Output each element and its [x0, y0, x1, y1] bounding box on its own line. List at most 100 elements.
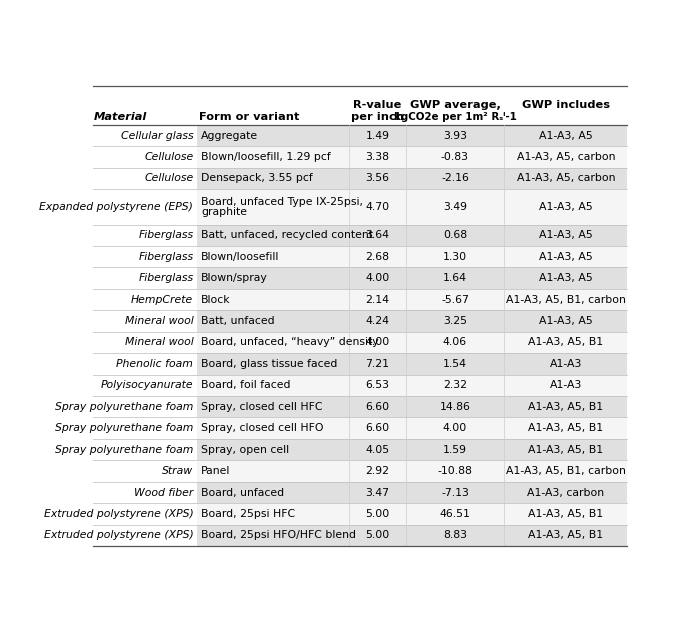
Text: A1-A3, A5: A1-A3, A5 [539, 202, 593, 212]
Text: 4.24: 4.24 [365, 316, 389, 326]
Text: 4.00: 4.00 [365, 273, 390, 283]
Text: Extruded polystyrene (XPS): Extruded polystyrene (XPS) [43, 530, 193, 540]
Text: Board, glass tissue faced: Board, glass tissue faced [201, 359, 337, 369]
Text: Batt, unfaced, recycled content: Batt, unfaced, recycled content [201, 230, 373, 240]
Text: Straw: Straw [162, 466, 193, 476]
Bar [93, 439, 627, 461]
Text: -5.67: -5.67 [441, 295, 469, 305]
Text: 6.53: 6.53 [365, 380, 389, 391]
Bar [93, 374, 627, 396]
Text: Material: Material [94, 112, 147, 122]
Text: 7.21: 7.21 [365, 359, 389, 369]
Text: Aggregate: Aggregate [201, 131, 258, 141]
Text: A1-A3, A5, B1: A1-A3, A5, B1 [528, 337, 603, 347]
Bar [93, 225, 627, 246]
Text: A1-A3, A5, B1: A1-A3, A5, B1 [528, 402, 603, 412]
Bar [93, 525, 627, 546]
Bar [93, 525, 197, 546]
Text: A1-A3, A5, carbon: A1-A3, A5, carbon [517, 152, 615, 162]
Text: 1.49: 1.49 [365, 131, 389, 141]
Text: A1-A3: A1-A3 [550, 380, 582, 391]
Bar [93, 461, 627, 482]
Text: Spray polyurethane foam: Spray polyurethane foam [55, 444, 193, 454]
Text: Blown/loosefill: Blown/loosefill [201, 252, 279, 262]
Bar [93, 289, 627, 310]
Bar [93, 396, 197, 417]
Bar [93, 189, 197, 225]
Text: Cellular glass: Cellular glass [120, 131, 193, 141]
Text: Mineral wool: Mineral wool [125, 337, 193, 347]
Text: A1-A3: A1-A3 [550, 359, 582, 369]
Text: Blown/loosefill, 1.29 pcf: Blown/loosefill, 1.29 pcf [201, 152, 330, 162]
Bar [93, 246, 197, 267]
Text: 0.68: 0.68 [443, 230, 467, 240]
Text: -10.88: -10.88 [438, 466, 472, 476]
Bar [93, 189, 627, 225]
Text: 2.32: 2.32 [443, 380, 467, 391]
Bar [93, 289, 197, 310]
Bar [93, 267, 197, 289]
Text: 3.25: 3.25 [443, 316, 467, 326]
Text: A1-A3, carbon: A1-A3, carbon [527, 488, 604, 498]
Text: Extruded polystyrene (XPS): Extruded polystyrene (XPS) [43, 509, 193, 519]
Text: 2.14: 2.14 [365, 295, 389, 305]
Bar [93, 310, 627, 332]
Text: A1-A3, A5, B1, carbon: A1-A3, A5, B1, carbon [506, 295, 626, 305]
Text: 8.83: 8.83 [443, 530, 467, 540]
Text: A1-A3, A5, B1: A1-A3, A5, B1 [528, 423, 603, 433]
Bar [93, 332, 197, 353]
Text: 14.86: 14.86 [440, 402, 470, 412]
Bar [93, 482, 627, 503]
Bar [93, 146, 197, 168]
Text: -2.16: -2.16 [441, 173, 469, 183]
Text: A1-A3, A5, B1: A1-A3, A5, B1 [528, 530, 603, 540]
Text: Blown/spray: Blown/spray [201, 273, 267, 283]
Text: R-value: R-value [354, 100, 402, 110]
Bar [93, 374, 197, 396]
Text: 6.60: 6.60 [365, 402, 389, 412]
Text: 5.00: 5.00 [365, 530, 390, 540]
Text: A1-A3, A5, B1: A1-A3, A5, B1 [528, 509, 603, 519]
Text: Spray, closed cell HFC: Spray, closed cell HFC [201, 402, 323, 412]
Bar [93, 168, 197, 189]
Text: graphite: graphite [201, 207, 247, 217]
Text: 5.00: 5.00 [365, 509, 390, 519]
Text: 46.51: 46.51 [440, 509, 470, 519]
Text: HempCrete: HempCrete [131, 295, 193, 305]
Text: A1-A3, A5: A1-A3, A5 [539, 230, 593, 240]
Text: A1-A3, A5: A1-A3, A5 [539, 252, 593, 262]
Text: per inch: per inch [351, 112, 404, 122]
Text: A1-A3, A5, carbon: A1-A3, A5, carbon [517, 173, 615, 183]
Bar [93, 482, 197, 503]
Text: 3.93: 3.93 [443, 131, 467, 141]
Text: A1-A3, A5: A1-A3, A5 [539, 273, 593, 283]
Text: Board, 25psi HFC: Board, 25psi HFC [201, 509, 295, 519]
Bar [93, 125, 627, 146]
Text: GWP includes: GWP includes [522, 100, 610, 111]
Text: -0.83: -0.83 [441, 152, 469, 162]
Text: Board, foil faced: Board, foil faced [201, 380, 290, 391]
Text: 1.54: 1.54 [443, 359, 467, 369]
Text: Fiberglass: Fiberglass [138, 273, 193, 283]
Bar [93, 125, 197, 146]
Text: GWP average,: GWP average, [410, 100, 500, 110]
Text: Panel: Panel [201, 466, 230, 476]
Bar [93, 146, 627, 168]
Text: 2.92: 2.92 [365, 466, 389, 476]
Bar [93, 461, 197, 482]
Text: Cellulose: Cellulose [144, 173, 193, 183]
Text: -7.13: -7.13 [441, 488, 469, 498]
Text: Board, unfaced: Board, unfaced [201, 488, 284, 498]
Bar [93, 168, 627, 189]
Text: Spray, open cell: Spray, open cell [201, 444, 289, 454]
Text: 3.47: 3.47 [365, 488, 389, 498]
Text: 4.00: 4.00 [365, 337, 390, 347]
Text: 4.05: 4.05 [365, 444, 389, 454]
Text: 1.30: 1.30 [443, 252, 467, 262]
Bar [93, 246, 627, 267]
Text: kgCO2e per 1m² Rₛᴵ-1: kgCO2e per 1m² Rₛᴵ-1 [393, 112, 517, 122]
Text: A1-A3, A5, B1, carbon: A1-A3, A5, B1, carbon [506, 466, 626, 476]
Text: 6.60: 6.60 [365, 423, 389, 433]
Text: A1-A3, A5: A1-A3, A5 [539, 131, 593, 141]
Text: Spray polyurethane foam: Spray polyurethane foam [55, 423, 193, 433]
